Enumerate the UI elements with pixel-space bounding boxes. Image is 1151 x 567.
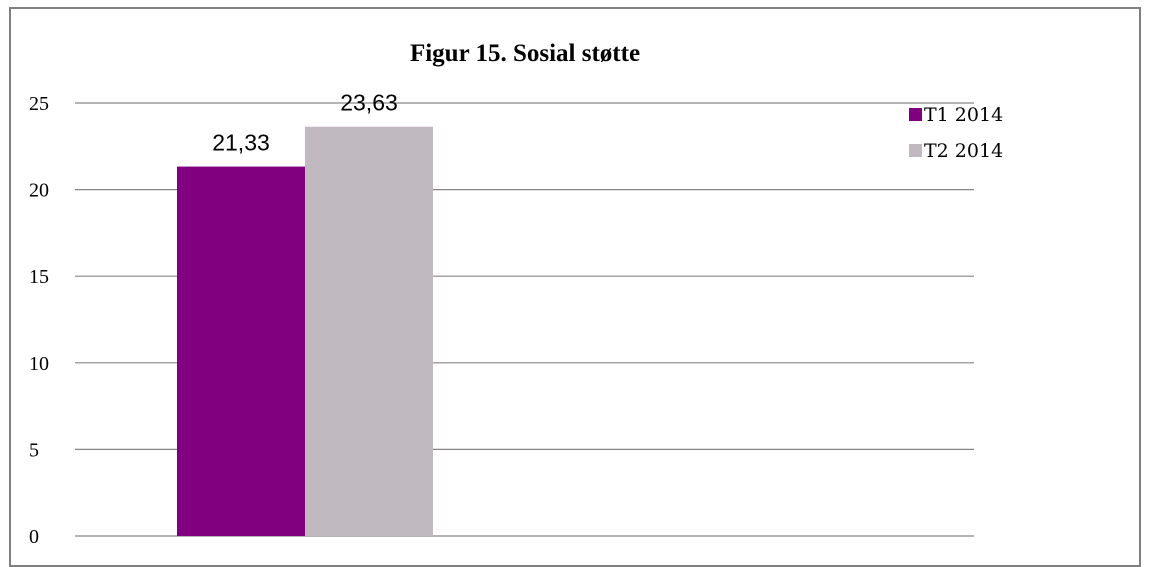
bar-2 xyxy=(305,126,433,537)
y-tick-label: 10 xyxy=(29,353,49,375)
y-tick-label: 5 xyxy=(29,439,39,461)
chart-title: Figur 15. Sosial støtte xyxy=(410,40,640,67)
data-label-1: 21,33 xyxy=(212,130,270,156)
legend-label-2: T2 2014 xyxy=(924,140,1003,162)
data-label-2: 23,63 xyxy=(340,90,398,116)
y-tick-label: 15 xyxy=(29,266,49,288)
y-tick-label: 0 xyxy=(29,526,39,548)
legend-swatch-1 xyxy=(909,108,922,121)
chart-frame: Figur 15. Sosial støtte 0 5 10 15 20 25 21,33… xyxy=(9,7,1141,567)
legend-swatch-2 xyxy=(909,144,922,157)
legend: T1 2014 T2 2014 xyxy=(909,104,1003,162)
y-axis-ticks: 0 5 10 15 20 25 xyxy=(29,93,49,548)
y-tick-label: 25 xyxy=(29,93,49,115)
data-labels: 21,33 23,63 xyxy=(212,90,398,156)
legend-label-1: T1 2014 xyxy=(924,104,1003,126)
chart-svg: Figur 15. Sosial støtte 0 5 10 15 20 25 21,33… xyxy=(29,40,1003,548)
bars xyxy=(177,126,433,537)
bar-1 xyxy=(177,166,305,537)
y-tick-label: 20 xyxy=(29,180,49,202)
